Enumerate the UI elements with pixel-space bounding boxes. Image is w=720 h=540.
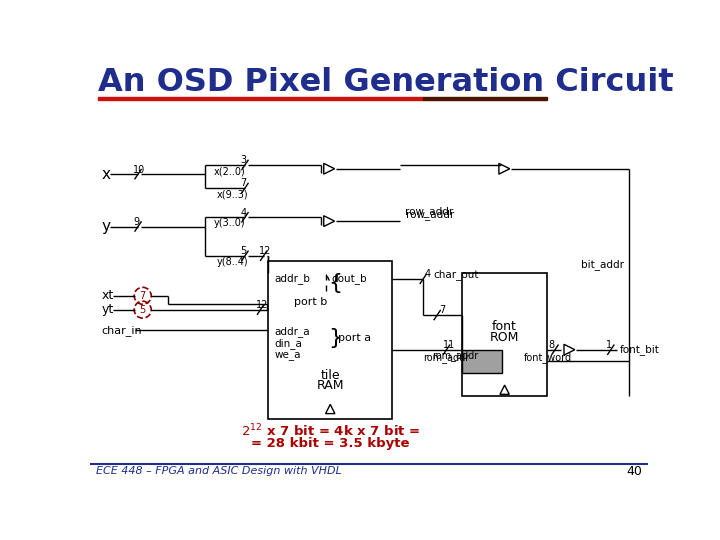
Bar <box>269 261 392 419</box>
Text: 1: 1 <box>606 340 612 350</box>
Text: 11: 11 <box>444 340 456 350</box>
Text: 3: 3 <box>240 156 246 165</box>
Text: ROM: ROM <box>490 331 519 344</box>
Text: = 28 kbit = 3.5 kbyte: = 28 kbit = 3.5 kbyte <box>251 437 410 450</box>
Text: char_in: char_in <box>102 325 143 336</box>
Text: xt: xt <box>102 289 114 302</box>
Text: 40: 40 <box>626 465 642 478</box>
Bar <box>98 97 423 100</box>
Text: y: y <box>102 219 111 234</box>
Text: port b: port b <box>294 297 328 307</box>
Text: x(2..0): x(2..0) <box>214 166 246 176</box>
Text: din_a: din_a <box>274 338 302 349</box>
Text: {: { <box>328 273 342 293</box>
Bar <box>462 350 503 373</box>
Text: 10: 10 <box>133 165 145 174</box>
Text: 7: 7 <box>240 178 246 188</box>
Text: char_out: char_out <box>433 269 479 280</box>
Text: 12: 12 <box>256 300 269 310</box>
Text: 8: 8 <box>549 340 555 350</box>
Text: x: x <box>102 167 111 181</box>
Text: 9: 9 <box>133 217 140 227</box>
Text: font_word: font_word <box>524 352 572 363</box>
Text: rom_addr: rom_addr <box>433 350 479 361</box>
Text: RAM: RAM <box>317 380 344 393</box>
Text: }: } <box>328 328 342 348</box>
Text: An OSD Pixel Generation Circuit: An OSD Pixel Generation Circuit <box>98 67 673 98</box>
Bar <box>423 97 547 100</box>
Text: addr_b: addr_b <box>274 273 310 285</box>
Text: 5: 5 <box>240 246 246 256</box>
Text: addr_a: addr_a <box>274 327 310 338</box>
Text: font_bit: font_bit <box>619 344 660 355</box>
Text: 7: 7 <box>438 306 445 315</box>
Text: dout_b: dout_b <box>332 273 367 285</box>
Text: we_a: we_a <box>274 350 301 360</box>
Text: rom_addr: rom_addr <box>423 352 469 363</box>
Text: 12: 12 <box>259 246 271 256</box>
Text: port a: port a <box>338 333 371 343</box>
Text: tile: tile <box>320 369 340 382</box>
Text: y(3..0): y(3..0) <box>214 218 246 228</box>
Text: row_addr: row_addr <box>405 206 454 217</box>
Text: row_addr: row_addr <box>406 210 454 220</box>
Text: y(8..4): y(8..4) <box>216 257 248 267</box>
Text: 7: 7 <box>140 291 146 301</box>
Text: 5: 5 <box>140 305 146 315</box>
Bar <box>462 273 547 396</box>
Text: ECE 448 – FPGA and ASIC Design with VHDL: ECE 448 – FPGA and ASIC Design with VHDL <box>96 467 342 476</box>
Text: 4: 4 <box>425 269 431 279</box>
Text: x(9..3): x(9..3) <box>216 189 248 199</box>
Text: 4: 4 <box>240 208 246 218</box>
Text: $2^{12}$ x 7 bit = 4k x 7 bit =: $2^{12}$ x 7 bit = 4k x 7 bit = <box>240 422 420 439</box>
Text: font: font <box>492 320 517 333</box>
Text: bit_addr: bit_addr <box>580 260 624 271</box>
Text: yt: yt <box>102 303 114 316</box>
